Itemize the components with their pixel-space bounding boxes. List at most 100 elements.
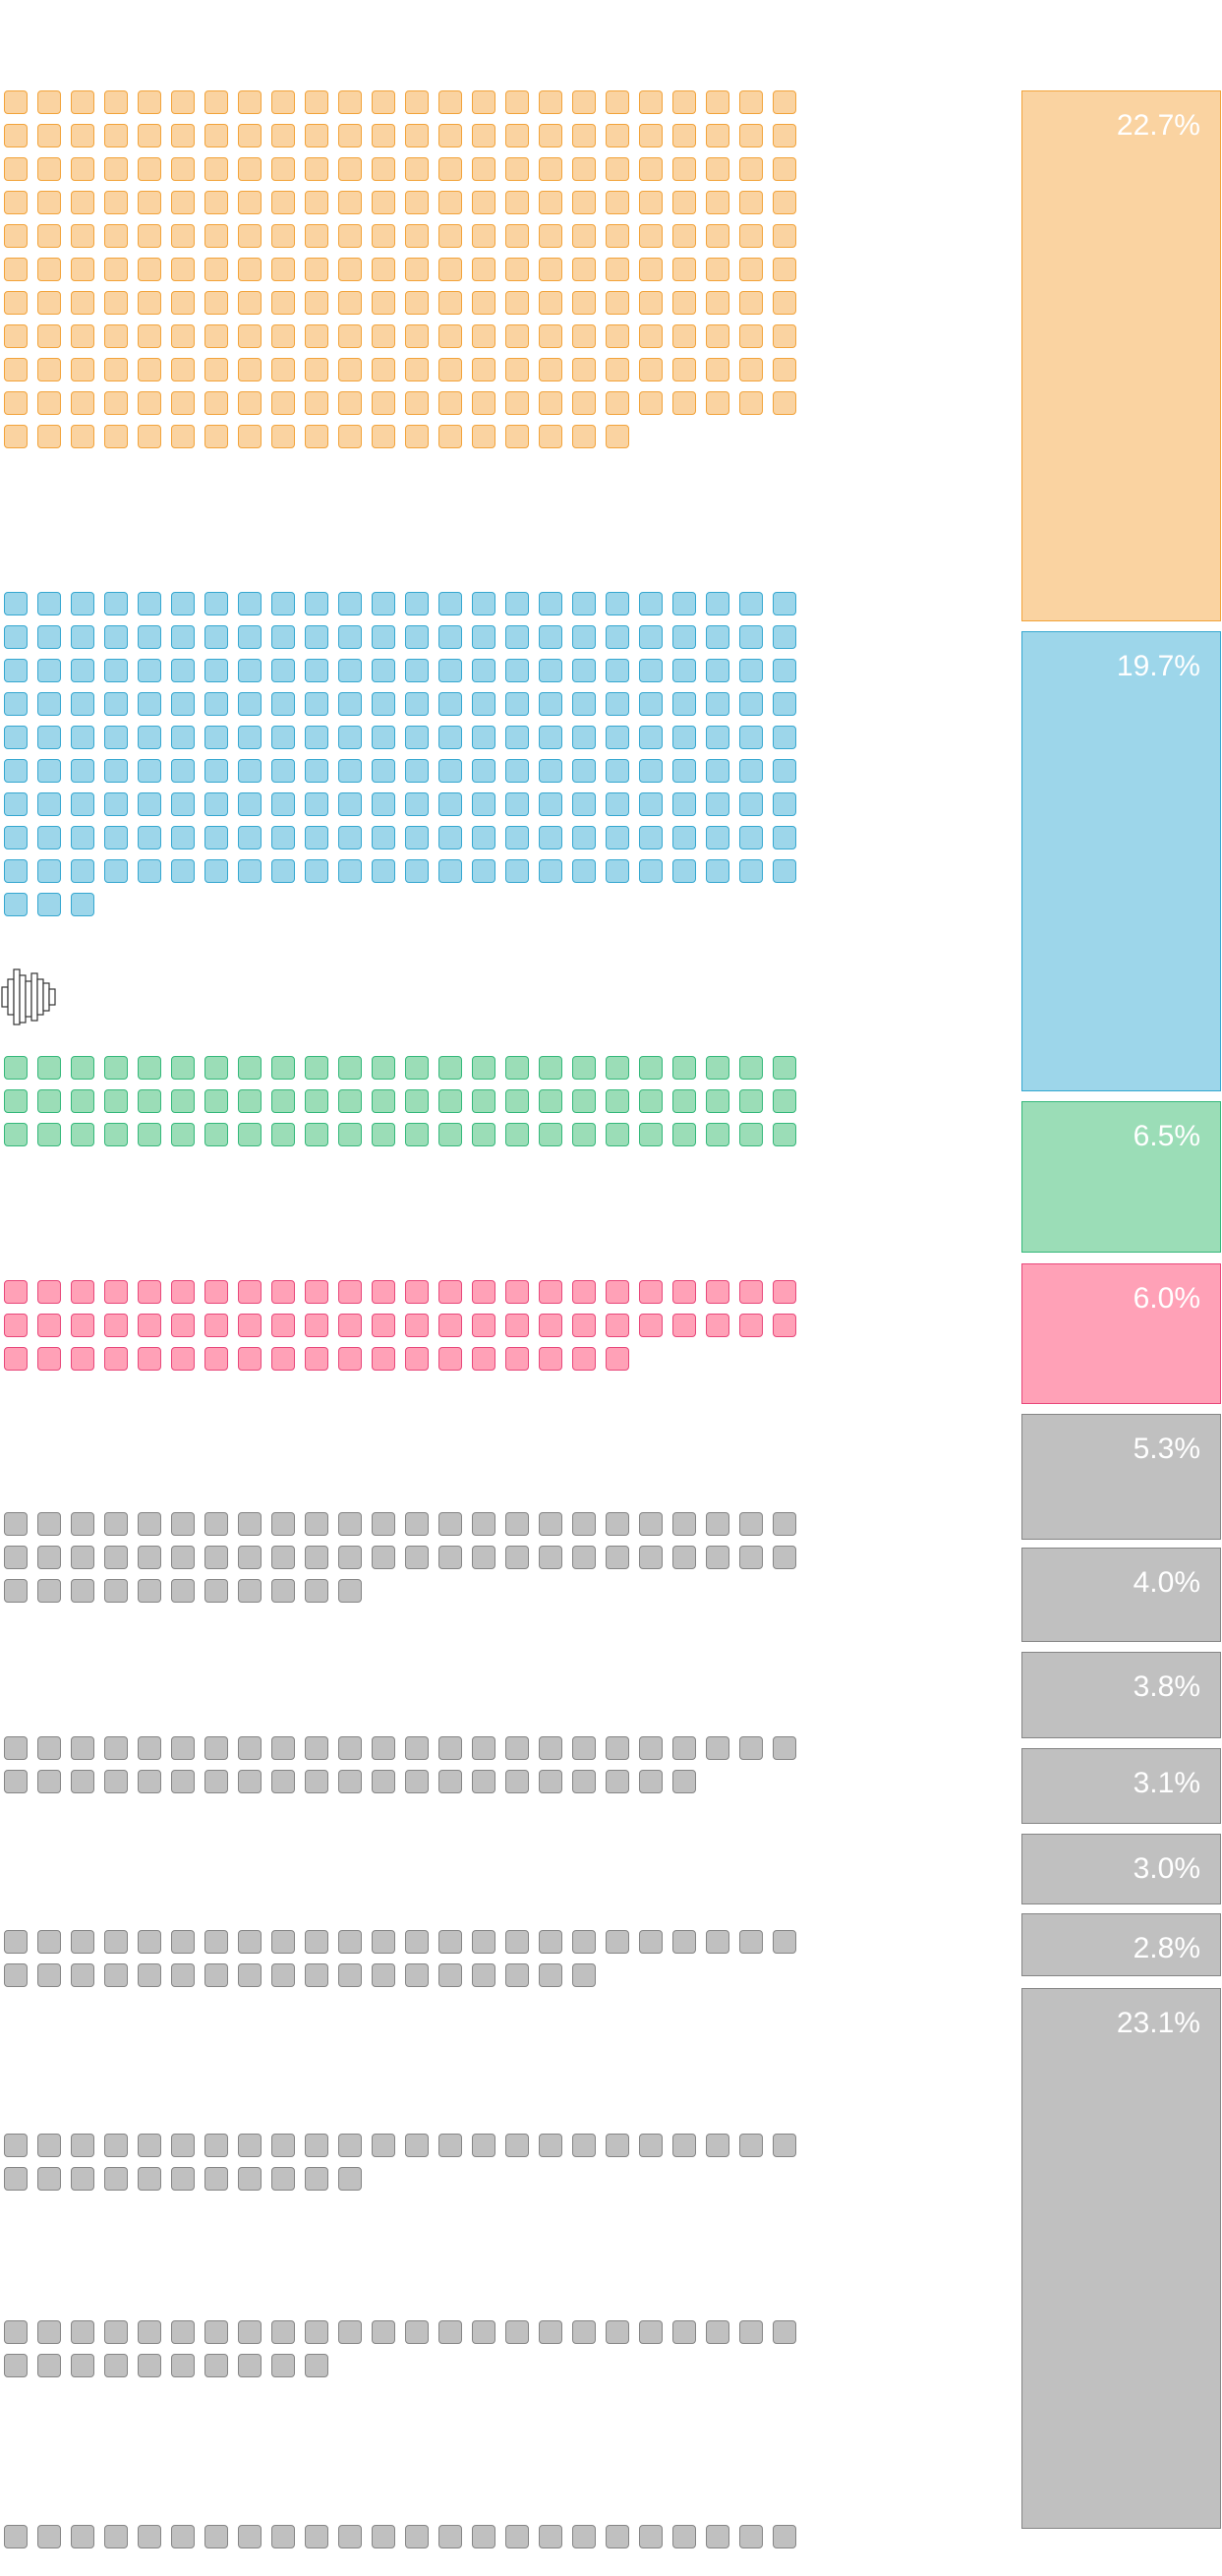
waffle-square — [773, 391, 796, 415]
waffle-square — [606, 1123, 629, 1146]
waffle-square — [171, 2320, 195, 2344]
waffle-square — [372, 659, 395, 682]
waffle-square — [71, 358, 94, 381]
waffle-square — [405, 826, 429, 849]
waffle-square — [37, 258, 61, 281]
waffle-square — [539, 224, 562, 248]
waffle-square — [4, 592, 28, 615]
waffle-square — [171, 1736, 195, 1760]
waffle-square — [572, 291, 596, 315]
waffle-square — [706, 2134, 729, 2157]
waffle-square — [405, 291, 429, 315]
waffle-square — [37, 1280, 61, 1304]
waffle-square — [238, 592, 262, 615]
waffle-square — [4, 792, 28, 816]
waffle-square — [104, 1579, 128, 1603]
waffle-square — [138, 1347, 161, 1371]
waffle-square — [4, 191, 28, 214]
waffle-square — [672, 157, 696, 181]
waffle-square — [171, 1770, 195, 1793]
waffle-square — [138, 291, 161, 315]
waffle-square — [37, 1347, 61, 1371]
percent-label: 19.7% — [1116, 650, 1200, 682]
waffle-square — [606, 1736, 629, 1760]
waffle-square — [672, 1089, 696, 1113]
waffle-square — [405, 1280, 429, 1304]
waffle-square — [238, 1089, 262, 1113]
waffle-square — [739, 291, 763, 315]
waffle-square — [238, 692, 262, 716]
waffle-square — [706, 1930, 729, 1954]
waffle-square — [372, 1123, 395, 1146]
waffle-square — [505, 625, 529, 649]
waffle-square — [572, 792, 596, 816]
waffle-square — [238, 1736, 262, 1760]
waffle-square — [505, 826, 529, 849]
waffle-square — [539, 90, 562, 114]
waffle-square — [672, 1546, 696, 1569]
waffle-square — [138, 1056, 161, 1080]
waffle-square — [739, 358, 763, 381]
waffle-square — [338, 124, 362, 147]
waffle-square — [271, 391, 295, 415]
waffle-square — [539, 1930, 562, 1954]
waffle-square — [438, 1963, 462, 1987]
waffle-square — [171, 1930, 195, 1954]
waffle-square — [372, 1089, 395, 1113]
waffle-square — [338, 90, 362, 114]
waffle-square — [37, 157, 61, 181]
waffle-square — [639, 157, 663, 181]
waffle-square — [472, 1546, 495, 1569]
waffle-square — [171, 157, 195, 181]
waffle-square — [438, 157, 462, 181]
waffle-square — [305, 1579, 328, 1603]
waffle-square — [606, 224, 629, 248]
waffle-square — [238, 90, 262, 114]
waffle-square — [706, 726, 729, 749]
waffle-square — [138, 1736, 161, 1760]
waffle-square — [539, 859, 562, 883]
waffle-square — [305, 224, 328, 248]
waffle-square — [672, 792, 696, 816]
waffle-square — [4, 1736, 28, 1760]
waffle-square — [71, 592, 94, 615]
waffle-square — [171, 792, 195, 816]
waffle-square — [138, 625, 161, 649]
waffle-square — [472, 1963, 495, 1987]
waffle-square — [305, 726, 328, 749]
waffle-square — [4, 1546, 28, 1569]
waffle-square — [739, 191, 763, 214]
waffle-square — [338, 759, 362, 783]
waffle-square — [204, 826, 228, 849]
waffle-square — [204, 759, 228, 783]
waffle-square — [639, 759, 663, 783]
waffle-square — [338, 1056, 362, 1080]
waffle-square — [71, 1546, 94, 1569]
waffle-square — [706, 625, 729, 649]
waffle-square — [505, 1123, 529, 1146]
waffle-square — [4, 1089, 28, 1113]
waffle-square — [539, 258, 562, 281]
waffle-square — [639, 1314, 663, 1337]
waffle-square — [773, 358, 796, 381]
waffle-square — [773, 2320, 796, 2344]
waffle-square — [71, 425, 94, 448]
waffle-square — [71, 692, 94, 716]
waffle-square — [773, 759, 796, 783]
waffle-square — [271, 1736, 295, 1760]
waffle-square — [338, 1280, 362, 1304]
waffle-square — [706, 1280, 729, 1304]
waffle-square — [572, 157, 596, 181]
waffle-square — [438, 1314, 462, 1337]
waffle-square — [305, 2354, 328, 2377]
waffle-square — [37, 358, 61, 381]
waffle-square — [171, 191, 195, 214]
waffle-square — [305, 90, 328, 114]
waffle-square — [472, 859, 495, 883]
waffle-square — [472, 2525, 495, 2548]
waffle-square — [171, 1123, 195, 1146]
waffle-square — [71, 291, 94, 315]
waffle-square — [171, 659, 195, 682]
waffle-square — [372, 291, 395, 315]
waffle-square — [606, 792, 629, 816]
